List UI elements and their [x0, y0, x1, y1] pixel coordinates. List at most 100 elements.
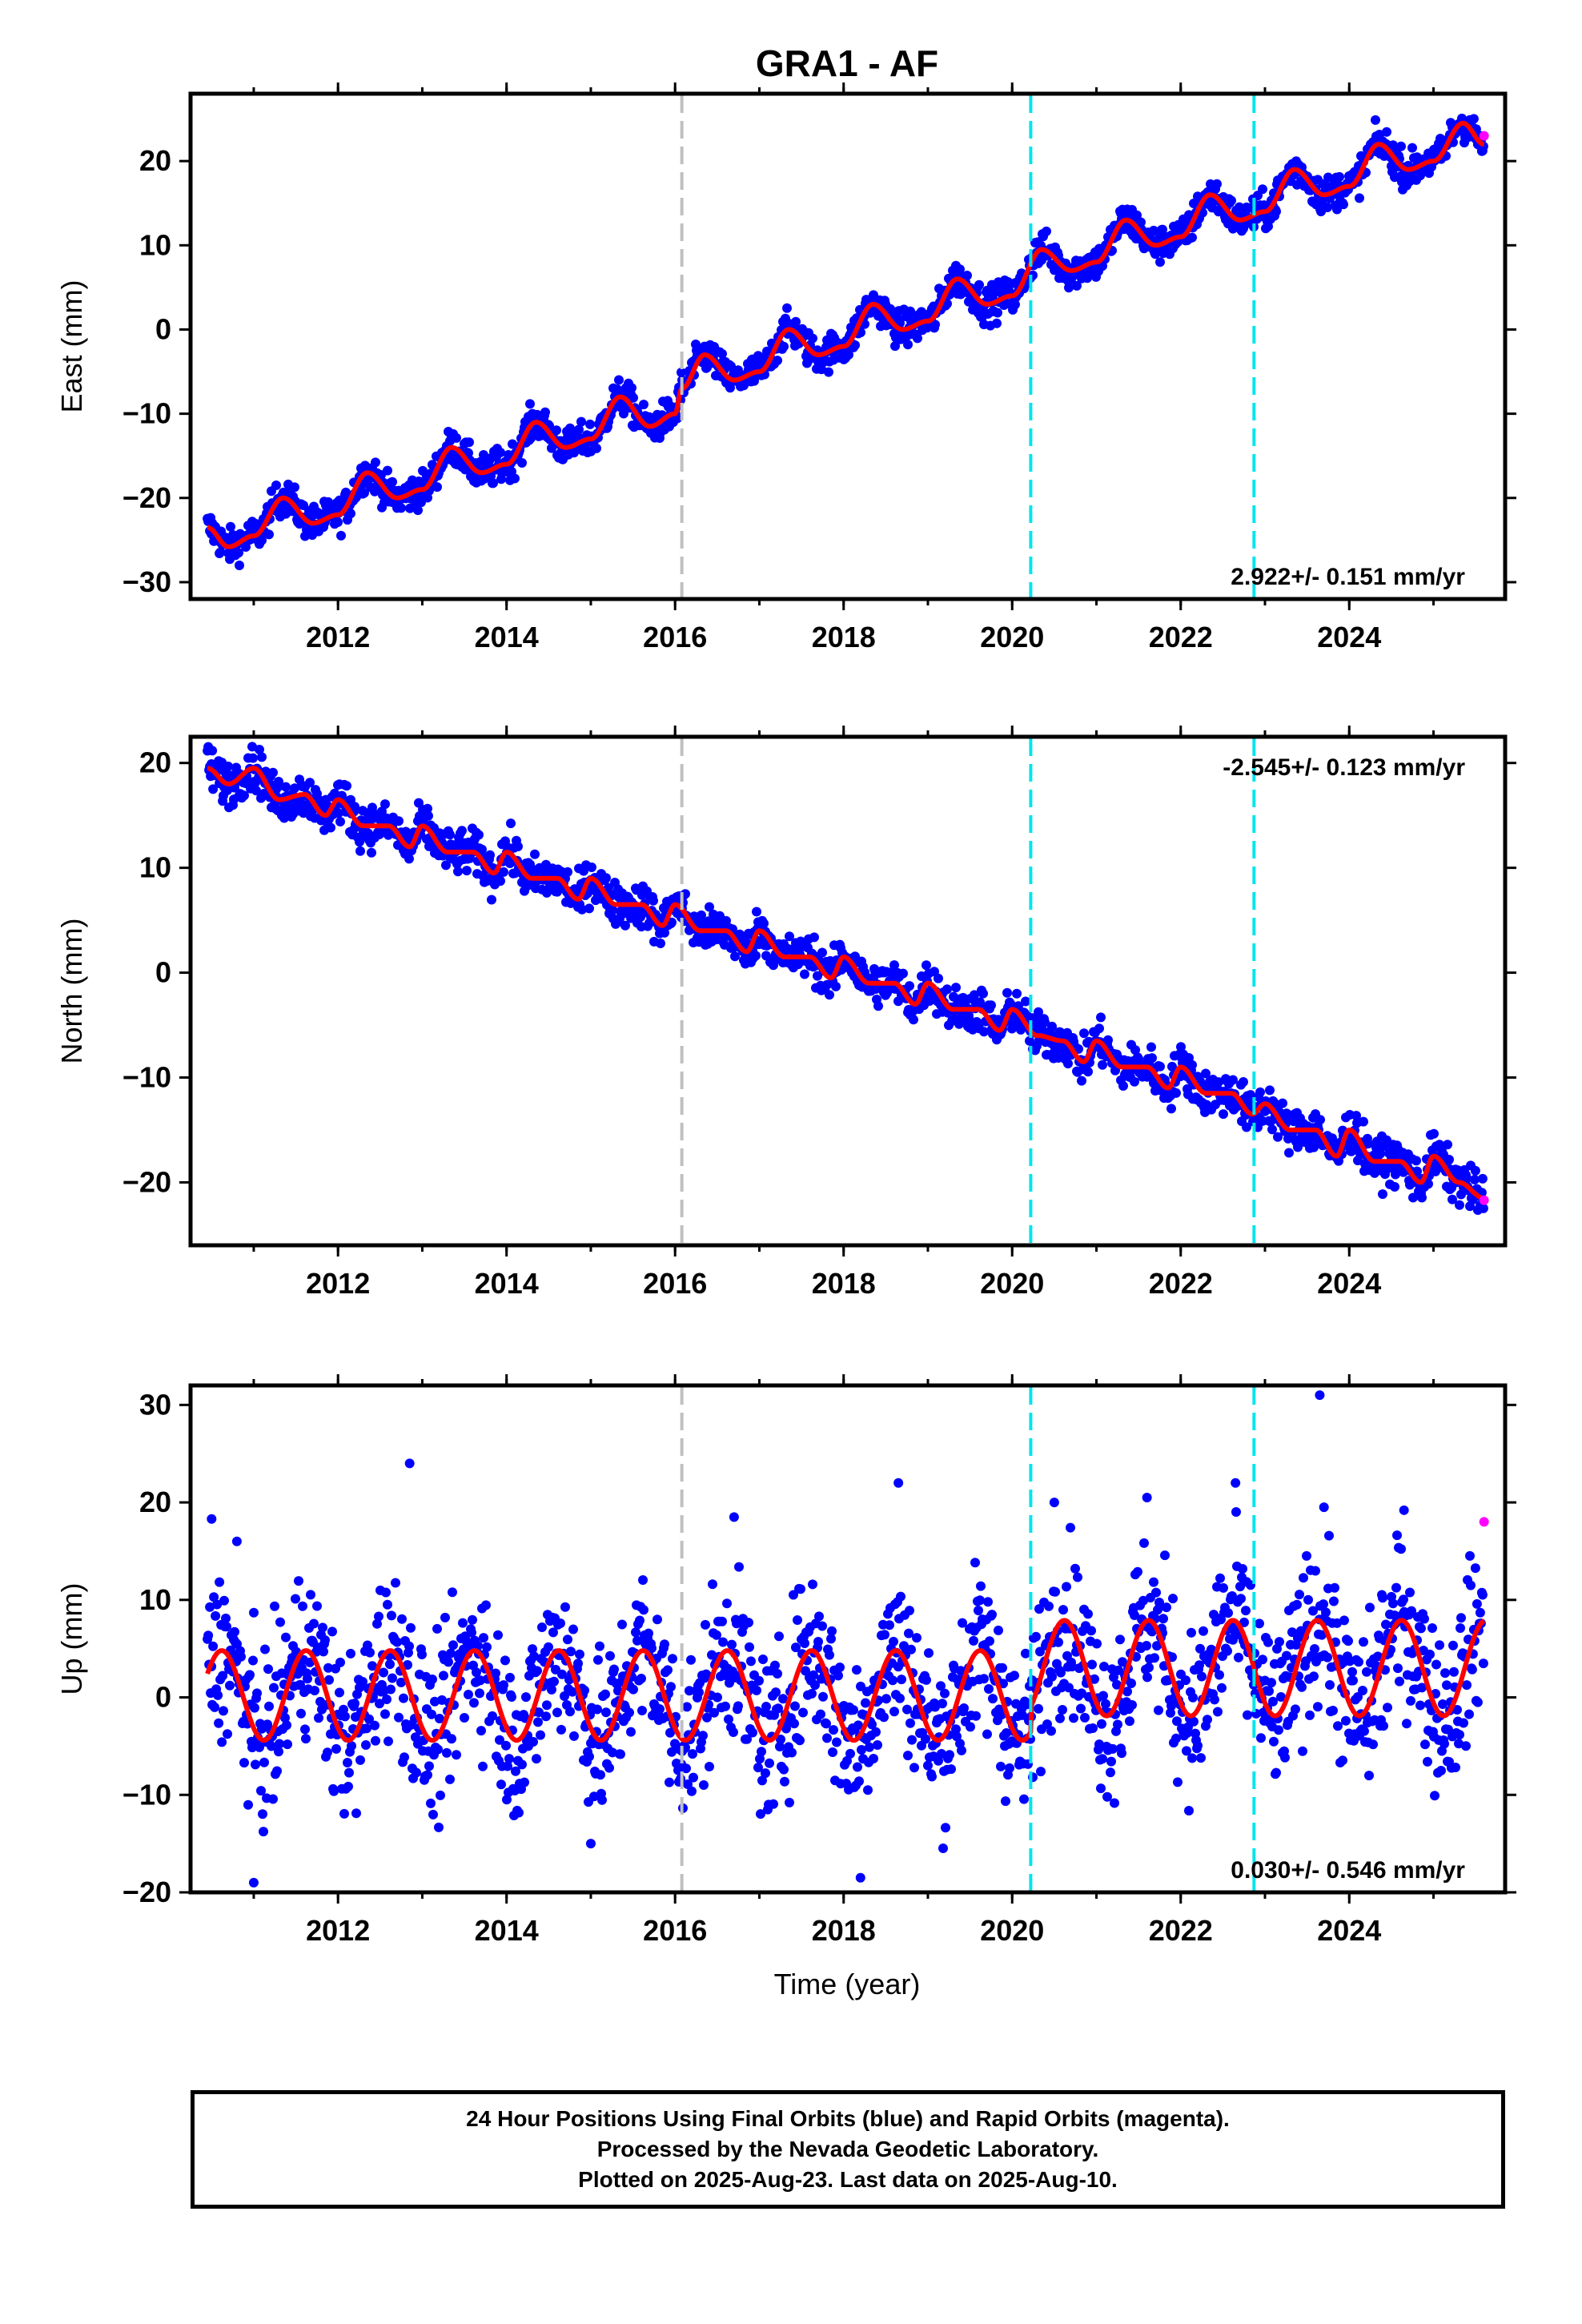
data-point	[1399, 1505, 1409, 1515]
data-point	[986, 1000, 996, 1011]
data-point	[481, 1600, 491, 1610]
data-point	[1258, 184, 1267, 195]
data-point	[1217, 1683, 1227, 1693]
data-point	[1477, 1173, 1488, 1184]
data-point	[1443, 1140, 1452, 1150]
north-panel: 2012 2014 2016 2018 2020 2022 2024−20−1001020N…	[55, 726, 1516, 1300]
final-orbit-points	[203, 1390, 1488, 1888]
data-point	[1223, 1608, 1233, 1618]
data-point	[396, 503, 406, 513]
data-point	[213, 1690, 223, 1700]
data-point	[905, 306, 915, 316]
data-point	[880, 1630, 889, 1640]
data-point	[268, 767, 278, 778]
data-point	[424, 810, 433, 821]
data-point	[779, 341, 789, 352]
rapid-orbit-point	[1479, 1195, 1489, 1205]
data-point	[1295, 1590, 1304, 1600]
data-point	[1339, 1615, 1349, 1626]
data-point	[493, 1630, 503, 1640]
data-point	[214, 1718, 224, 1728]
data-point	[1472, 1697, 1483, 1707]
data-point	[1461, 1741, 1471, 1751]
data-point	[245, 1670, 255, 1680]
data-point	[790, 1701, 800, 1711]
data-point	[258, 1809, 267, 1819]
data-point	[381, 1587, 391, 1598]
data-point	[1066, 1522, 1075, 1533]
data-point	[1106, 1767, 1115, 1778]
x-tick-label: 2016	[643, 1914, 707, 1947]
data-point	[666, 1682, 676, 1692]
data-point	[1467, 1664, 1477, 1675]
data-point	[1378, 1189, 1387, 1200]
data-point	[1330, 1582, 1339, 1593]
data-point	[1464, 1709, 1474, 1719]
data-point	[825, 990, 834, 1000]
data-point	[359, 488, 369, 498]
data-point	[1275, 1637, 1284, 1647]
data-point	[1255, 1618, 1264, 1629]
data-point	[1442, 1680, 1452, 1691]
data-point	[1297, 1682, 1307, 1692]
data-point	[1196, 1753, 1206, 1763]
data-point	[769, 1799, 778, 1809]
data-point	[1133, 1566, 1142, 1577]
y-axis-label: East (mm)	[55, 280, 88, 413]
y-axis-label: North (mm)	[55, 919, 88, 1064]
data-point	[1227, 195, 1236, 206]
data-point	[655, 1704, 665, 1715]
data-point	[913, 333, 922, 344]
data-point	[1305, 1710, 1315, 1720]
data-point	[275, 1617, 285, 1627]
data-point	[976, 1581, 986, 1591]
data-point	[1044, 1601, 1054, 1611]
data-point	[405, 503, 415, 513]
data-point	[460, 1713, 469, 1723]
data-point	[1419, 1614, 1429, 1624]
data-point	[852, 1665, 861, 1675]
data-point	[1371, 115, 1380, 125]
data-point	[1269, 1736, 1279, 1747]
data-point	[500, 1655, 510, 1666]
data-point	[628, 1684, 638, 1695]
data-point	[682, 1702, 692, 1712]
data-point	[677, 368, 686, 377]
data-point	[400, 1752, 409, 1763]
data-point	[469, 1698, 479, 1708]
data-point	[770, 1660, 780, 1671]
data-point	[434, 1822, 444, 1832]
data-point	[1354, 1657, 1363, 1667]
data-point	[808, 1579, 817, 1590]
data-point	[897, 1675, 906, 1685]
data-point	[1077, 1076, 1086, 1086]
rapid-orbit-point	[1479, 1517, 1489, 1527]
data-point	[428, 460, 437, 470]
data-point	[787, 1747, 797, 1758]
data-point	[1459, 1718, 1468, 1728]
data-point	[1339, 199, 1348, 210]
data-point	[1146, 1042, 1156, 1052]
data-point	[243, 1799, 253, 1810]
data-point	[476, 1726, 486, 1736]
data-point	[717, 1616, 727, 1626]
data-point	[290, 482, 299, 493]
data-point	[1396, 141, 1406, 151]
data-point	[660, 1639, 669, 1650]
data-point	[889, 1636, 898, 1647]
data-point	[203, 1630, 214, 1641]
data-point	[648, 895, 658, 906]
data-point	[383, 1736, 393, 1747]
data-point	[576, 416, 586, 427]
data-point	[458, 1618, 468, 1628]
x-tick-label: 2018	[812, 1267, 876, 1300]
data-point	[326, 822, 335, 833]
data-point	[231, 1536, 242, 1546]
data-point	[1130, 1076, 1139, 1087]
data-point	[219, 1706, 228, 1716]
data-point	[1265, 1085, 1275, 1096]
data-point	[517, 458, 527, 468]
data-point	[452, 1750, 461, 1760]
data-point	[344, 1767, 354, 1778]
data-point	[259, 1827, 268, 1837]
